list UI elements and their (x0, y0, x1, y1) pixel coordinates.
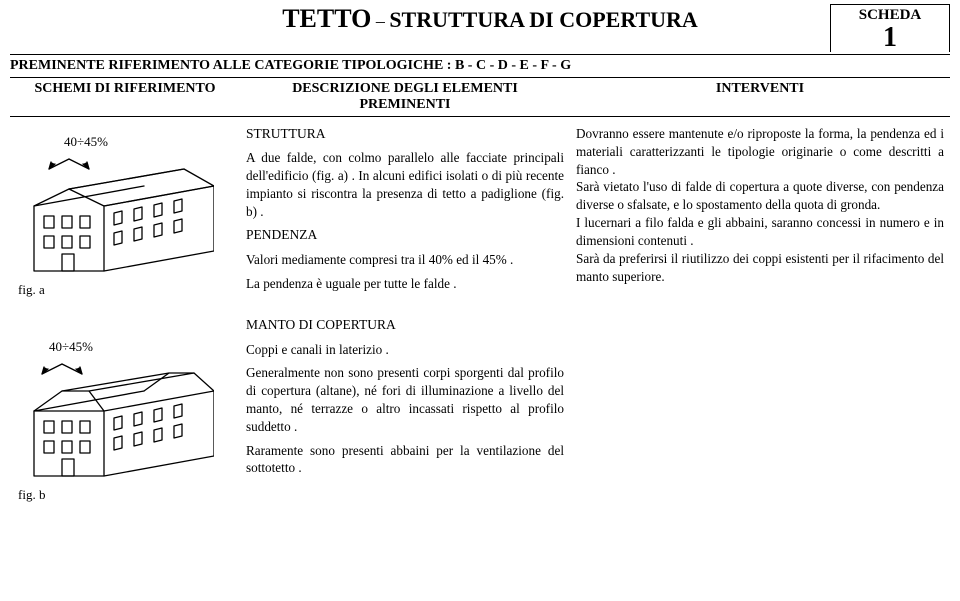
columns-header: SCHEMI DI RIFERIMENTO DESCRIZIONE DEGLI … (10, 77, 950, 117)
sketch-a-percent: 40÷45% (64, 133, 234, 151)
pendenza-title: PENDENZA (246, 226, 564, 244)
struttura-title: STRUTTURA (246, 125, 564, 143)
struttura-paragraph: A due falde, con colmo parallelo alle fa… (246, 149, 564, 220)
scheda-number: 1 (835, 24, 945, 52)
title-subtitle: STRUTTURA DI COPERTURA (389, 7, 698, 32)
spacer (246, 298, 564, 316)
col-interventi: Dovranno essere mantenute e/o riproposte… (570, 117, 950, 507)
sketch-b-wrap: 40÷45% (14, 338, 234, 503)
scheda-box: SCHEDA 1 (830, 4, 950, 52)
document-page: TETTO – STRUTTURA DI COPERTURA SCHEDA 1 … (0, 0, 960, 601)
pendenza-paragraph-2: La pendenza è uguale per tutte le falde … (246, 275, 564, 293)
manto-paragraph-3: Raramente sono presenti abbaini per la v… (246, 442, 564, 478)
sketch-a-wrap: 40÷45% (14, 133, 234, 298)
title-separator: – (371, 11, 389, 31)
interventi-paragraph-3: I lucernari a filo falda e gli abbaini, … (576, 214, 944, 250)
pendenza-paragraph-1: Valori mediamente compresi tra il 40% ed… (246, 251, 564, 269)
col-header-descrizione-l1: DESCRIZIONE DEGLI ELEMENTI (292, 81, 518, 96)
house-sketch-b-icon (14, 356, 214, 486)
interventi-paragraph-2: Sarà vietato l'uso di falde di copertura… (576, 178, 944, 214)
col-header-descrizione-l2: PREMINENTI (244, 97, 566, 113)
col-schemi: 40÷45% (10, 117, 240, 507)
sketch-a-caption: fig. a (18, 281, 234, 299)
interventi-paragraph-4: Sarà da preferirsi il riutilizzo dei cop… (576, 250, 944, 286)
title-row: TETTO – STRUTTURA DI COPERTURA SCHEDA 1 (10, 4, 950, 52)
sketch-b-caption: fig. b (18, 486, 234, 504)
body-row: 40÷45% (10, 117, 950, 507)
col-header-schemi: SCHEMI DI RIFERIMENTO (10, 78, 240, 116)
sketch-b-percent: 40÷45% (49, 338, 234, 356)
title-main-text: TETTO (282, 4, 371, 33)
manto-paragraph-2: Generalmente non sono presenti corpi spo… (246, 364, 564, 435)
col-header-descrizione: DESCRIZIONE DEGLI ELEMENTI PREMINENTI (240, 78, 570, 116)
manto-title: MANTO DI COPERTURA (246, 316, 564, 334)
categories-line: PREMINENTE RIFERIMENTO ALLE CATEGORIE TI… (10, 55, 950, 77)
col-descrizione: STRUTTURA A due falde, con colmo paralle… (240, 117, 570, 507)
interventi-paragraph-1: Dovranno essere mantenute e/o riproposte… (576, 125, 944, 178)
house-sketch-a-icon (14, 151, 214, 281)
page-title: TETTO – STRUTTURA DI COPERTURA (10, 4, 830, 34)
col-header-interventi: INTERVENTI (570, 78, 950, 116)
manto-paragraph-1: Coppi e canali in laterizio . (246, 341, 564, 359)
